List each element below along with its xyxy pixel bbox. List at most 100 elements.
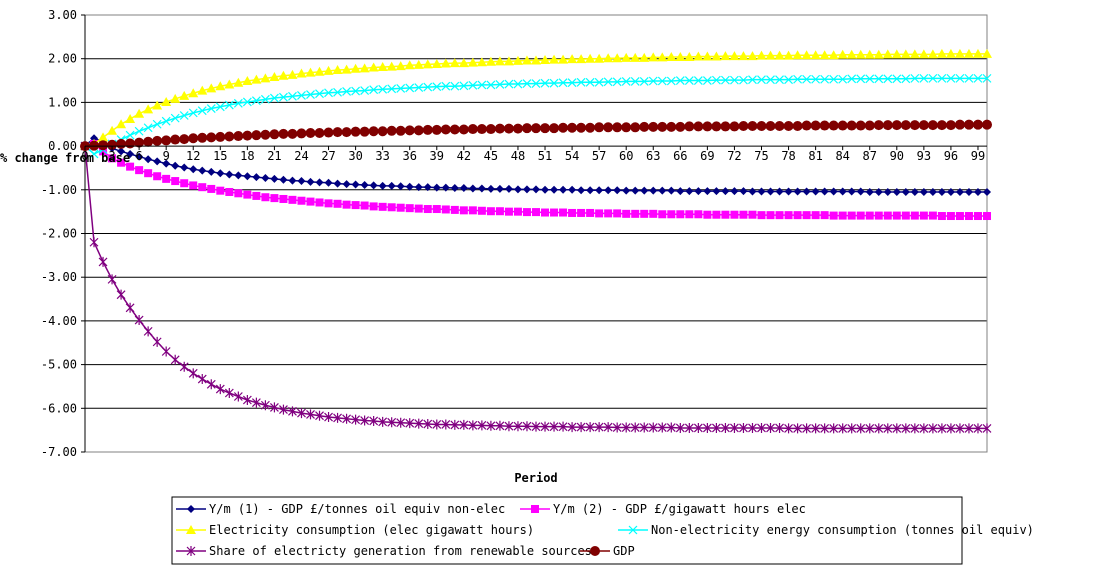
data-point (865, 187, 874, 196)
data-point (856, 187, 865, 196)
x-tick-label: 27 (321, 149, 335, 163)
data-point (928, 211, 937, 220)
data-point (305, 127, 316, 138)
data-point (783, 50, 794, 60)
data-point (567, 54, 578, 64)
data-point (288, 195, 297, 204)
data-point (423, 82, 433, 92)
data-point (568, 185, 577, 194)
x-tick-label: 54 (565, 149, 579, 163)
data-point (946, 187, 955, 196)
data-point (612, 122, 623, 133)
data-point (341, 127, 352, 138)
data-point (972, 119, 983, 130)
data-point (315, 89, 324, 99)
series-1 (81, 134, 991, 196)
data-point (549, 78, 559, 88)
data-point (162, 159, 171, 168)
data-point (476, 124, 487, 135)
data-point (657, 76, 667, 86)
data-point (711, 121, 722, 132)
data-point (216, 186, 225, 195)
data-point (847, 211, 856, 220)
data-point (657, 422, 667, 433)
data-point (233, 77, 244, 87)
data-point (459, 206, 468, 215)
data-point (369, 415, 379, 426)
data-point (341, 64, 352, 74)
data-point (186, 525, 196, 534)
series-4 (80, 73, 992, 159)
data-point (603, 122, 614, 133)
data-point (494, 123, 505, 134)
data-point (702, 121, 713, 132)
data-point (612, 53, 623, 63)
data-point (188, 88, 199, 98)
data-point (919, 73, 929, 83)
data-point (666, 51, 677, 61)
data-point (405, 83, 415, 93)
data-point (116, 119, 127, 129)
data-point (215, 102, 225, 112)
data-point (449, 58, 460, 68)
data-point (919, 187, 928, 196)
data-point (901, 187, 910, 196)
data-point (874, 74, 884, 84)
data-point (521, 123, 532, 134)
data-point (946, 423, 956, 434)
data-point (919, 211, 928, 220)
data-point (639, 422, 649, 433)
data-point (234, 171, 243, 180)
data-point (532, 208, 540, 217)
y-tick-label: -5.00 (41, 358, 77, 372)
data-point (134, 315, 144, 326)
data-point (666, 121, 677, 132)
data-point (369, 202, 378, 211)
data-point (107, 274, 117, 285)
data-point (829, 74, 839, 84)
data-point (378, 416, 388, 427)
x-tick-label: 81 (808, 149, 822, 163)
x-tick-label: 15 (213, 149, 227, 163)
data-point (883, 187, 892, 196)
data-point (882, 49, 893, 59)
data-point (315, 178, 324, 187)
data-point (323, 127, 334, 138)
data-point (558, 54, 569, 64)
x-axis-ticks: 0 3 6 9 12 15 18 21 24 27 30 33 36 39 42 45 48 51 54 57 60 63… (81, 146, 985, 163)
data-point (170, 113, 180, 123)
data-point (901, 423, 911, 434)
data-point (909, 49, 920, 59)
x-tick-label: 33 (375, 149, 389, 163)
data-point (513, 79, 523, 89)
data-point (161, 116, 171, 126)
data-point (170, 134, 181, 145)
data-point (279, 194, 288, 203)
data-point (360, 180, 369, 189)
data-point (369, 181, 378, 190)
data-point (621, 52, 632, 62)
data-point (756, 120, 767, 131)
data-point (306, 177, 315, 186)
data-point (297, 90, 306, 100)
data-point (883, 74, 893, 84)
data-point (324, 412, 333, 423)
data-point (432, 205, 441, 214)
data-point (765, 120, 776, 131)
data-point (784, 211, 793, 220)
data-point (522, 421, 532, 432)
data-point (603, 422, 613, 433)
data-point (630, 52, 641, 62)
data-point (793, 187, 802, 196)
legend-label: Electricity consumption (elec gigawatt h… (209, 523, 534, 537)
data-point (126, 149, 135, 158)
data-point (811, 211, 820, 220)
data-point (720, 51, 731, 61)
data-point (450, 81, 460, 91)
data-point (188, 368, 198, 379)
data-point (540, 78, 550, 88)
data-point (684, 76, 694, 85)
data-point (775, 187, 784, 196)
y-axis-ticks: 3.00 2.00 1.00 0.00 -1.00 -2.00 -3.00 -4.00 -5.0… (41, 8, 86, 459)
data-point (757, 187, 766, 196)
